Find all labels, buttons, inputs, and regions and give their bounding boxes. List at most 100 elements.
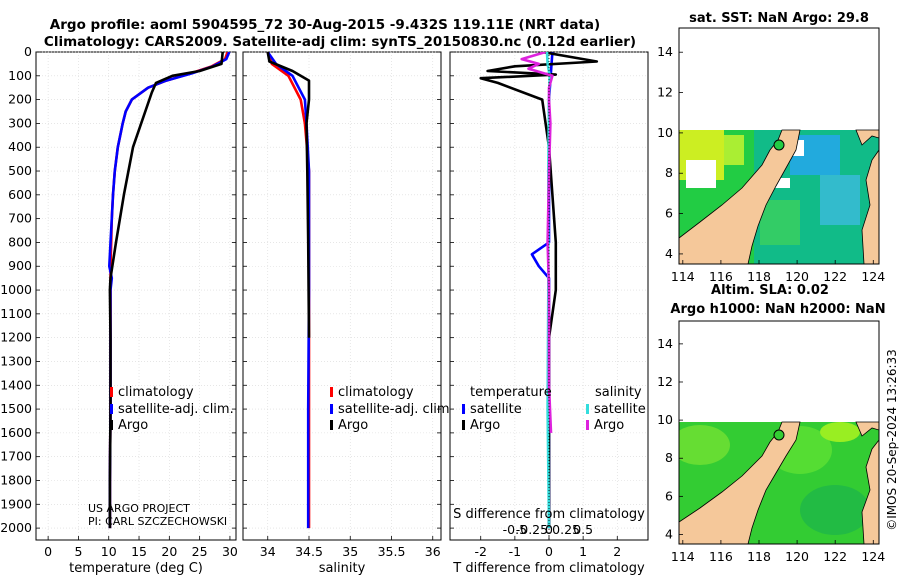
legend-header-salinity: salinity xyxy=(595,385,642,400)
difference-secondary-xlabel: S difference from climatology xyxy=(453,507,645,522)
map-x-tick-label: 114 xyxy=(671,269,695,284)
x-tick-label: 2 xyxy=(613,544,621,559)
salinity-xlabel: salinity xyxy=(319,561,366,576)
salinity-lines xyxy=(266,52,311,529)
map-x-tick-label: 122 xyxy=(823,549,847,564)
salinity-axes-box xyxy=(242,51,442,541)
x-tick-label: -2 xyxy=(474,544,486,559)
legend-label-t-satellite: satellite xyxy=(470,402,522,417)
sst-map-title: sat. SST: NaN Argo: 29.8 xyxy=(689,11,869,26)
sst-field-gap xyxy=(686,160,716,188)
sla-field-light1 xyxy=(679,425,730,465)
map-x-tick-label: 124 xyxy=(861,549,885,564)
map-x-tick-label: 124 xyxy=(861,269,885,284)
sst-field-yellow2 xyxy=(724,135,744,165)
legend-swatch-t-satellite xyxy=(462,404,465,414)
x-tick-label: 1 xyxy=(579,544,587,559)
secondary-tick-label: 0.25 xyxy=(552,522,580,537)
secondary-tick-label: -0.5 xyxy=(503,522,527,537)
legend-label-t-argo: Argo xyxy=(470,418,500,433)
map-x-tick-label: 114 xyxy=(671,549,695,564)
map-x-tick-label: 116 xyxy=(709,549,733,564)
legend-swatch-t-argo xyxy=(462,420,465,430)
sst-map-ticks: 114 116 118 120 122 124 4 6 8 10 12 14 xyxy=(657,44,885,284)
y-tick-label: 2000 xyxy=(0,520,32,535)
y-tick-label: 500 xyxy=(8,163,32,178)
y-tick-label: 1400 xyxy=(0,377,32,392)
y-tick-label: 1300 xyxy=(0,353,32,368)
sst-land-west xyxy=(679,129,801,264)
map-y-tick-label: 4 xyxy=(665,526,673,541)
y-tick-label: 1500 xyxy=(0,401,32,416)
sst-field-green2 xyxy=(760,200,800,245)
sst-field-cyan2 xyxy=(820,175,860,225)
temperature-axes-box xyxy=(35,51,237,541)
y-tick-label: 200 xyxy=(8,92,32,107)
temperature-legend: climatology satellite-adj. clim. Argo xyxy=(110,385,234,433)
legend-swatch-climatology xyxy=(110,387,113,397)
salinity-ticks: 34 34.5 35 35.5 36 xyxy=(243,51,441,559)
difference-ticks: -2 -1 0 1 2 xyxy=(450,51,621,559)
legend-swatch-argo xyxy=(110,420,113,430)
timestamp-stamp: ©IMOS 20-Sep-2024 13:26:33 xyxy=(885,349,899,531)
x-tick-label: 15 xyxy=(131,544,147,559)
x-tick-label: 0 xyxy=(545,544,553,559)
difference-legend: temperature salinity satellite Argo sate… xyxy=(462,385,646,433)
x-tick-label: 36 xyxy=(425,544,441,559)
temperature-gridlines xyxy=(36,51,236,540)
x-tick-label: 25 xyxy=(192,544,208,559)
legend-label-satellite: satellite-adj. clim. xyxy=(338,402,454,417)
series-line-argo xyxy=(266,52,311,338)
sla-land-east xyxy=(861,439,879,544)
legend-label-argo: Argo xyxy=(118,418,148,433)
legend-swatch-satellite xyxy=(110,404,113,414)
legend-swatch-climatology xyxy=(330,387,333,397)
project-label: US ARGO PROJECT xyxy=(88,502,190,515)
legend-label-argo: Argo xyxy=(338,418,368,433)
sla-land-northeast xyxy=(855,421,879,437)
x-tick-label: 34 xyxy=(260,544,276,559)
x-tick-label: -1 xyxy=(509,544,521,559)
legend-swatch-s-satellite xyxy=(586,404,589,414)
y-tick-label: 600 xyxy=(8,187,32,202)
sla-map-title-line2: Argo h1000: NaN h2000: NaN xyxy=(670,302,885,317)
figure-title-line1: Argo profile: aoml 5904595_72 30-Aug-201… xyxy=(50,17,600,33)
series-line-s-satellite xyxy=(545,52,552,529)
sla-field-dark xyxy=(800,485,870,535)
legend-label-climatology: climatology xyxy=(118,385,194,400)
map-x-tick-label: 118 xyxy=(747,549,771,564)
x-tick-label: 5 xyxy=(74,544,82,559)
legend-swatch-s-argo xyxy=(586,420,589,430)
y-tick-label: 900 xyxy=(8,258,32,273)
x-tick-label: 0 xyxy=(44,544,52,559)
legend-swatch-argo xyxy=(330,420,333,430)
y-tick-label: 1600 xyxy=(0,425,32,440)
map-x-tick-label: 120 xyxy=(785,269,809,284)
legend-swatch-satellite xyxy=(330,404,333,414)
temperature-panel: 0100200300400500600700800900100011001200… xyxy=(0,44,238,576)
map-y-tick-label: 14 xyxy=(657,44,673,59)
sst-argo-marker xyxy=(773,139,785,151)
salinity-panel: 34 34.5 35 35.5 36 salinity climatology sate… xyxy=(242,51,454,576)
y-tick-label: 0 xyxy=(24,44,32,59)
pi-label: PI: CARL SZCZECHOWSKI xyxy=(88,515,227,528)
secondary-tick-label: -0.25 xyxy=(516,522,548,537)
map-y-tick-label: 6 xyxy=(665,206,673,221)
difference-secondary-ticks: -0.5-0.250 0.250.5 xyxy=(503,522,593,537)
sst-land-northeast xyxy=(855,129,879,146)
sla-map-title-line1: Altim. SLA: 0.02 xyxy=(711,283,829,298)
map-y-tick-label: 6 xyxy=(665,488,673,503)
sst-map-frame xyxy=(678,27,880,265)
temperature-lines xyxy=(108,52,231,529)
map-y-tick-label: 12 xyxy=(657,85,673,100)
sst-land-east xyxy=(861,149,879,264)
y-tick-label: 700 xyxy=(8,211,32,226)
y-tick-label: 1200 xyxy=(0,330,32,345)
secondary-tick-label: 0 xyxy=(545,522,553,537)
map-y-tick-label: 14 xyxy=(657,336,673,351)
map-y-tick-label: 12 xyxy=(657,374,673,389)
legend-label-s-satellite: satellite xyxy=(594,402,646,417)
sla-field-yellow xyxy=(820,422,860,442)
map-x-tick-label: 116 xyxy=(709,269,733,284)
